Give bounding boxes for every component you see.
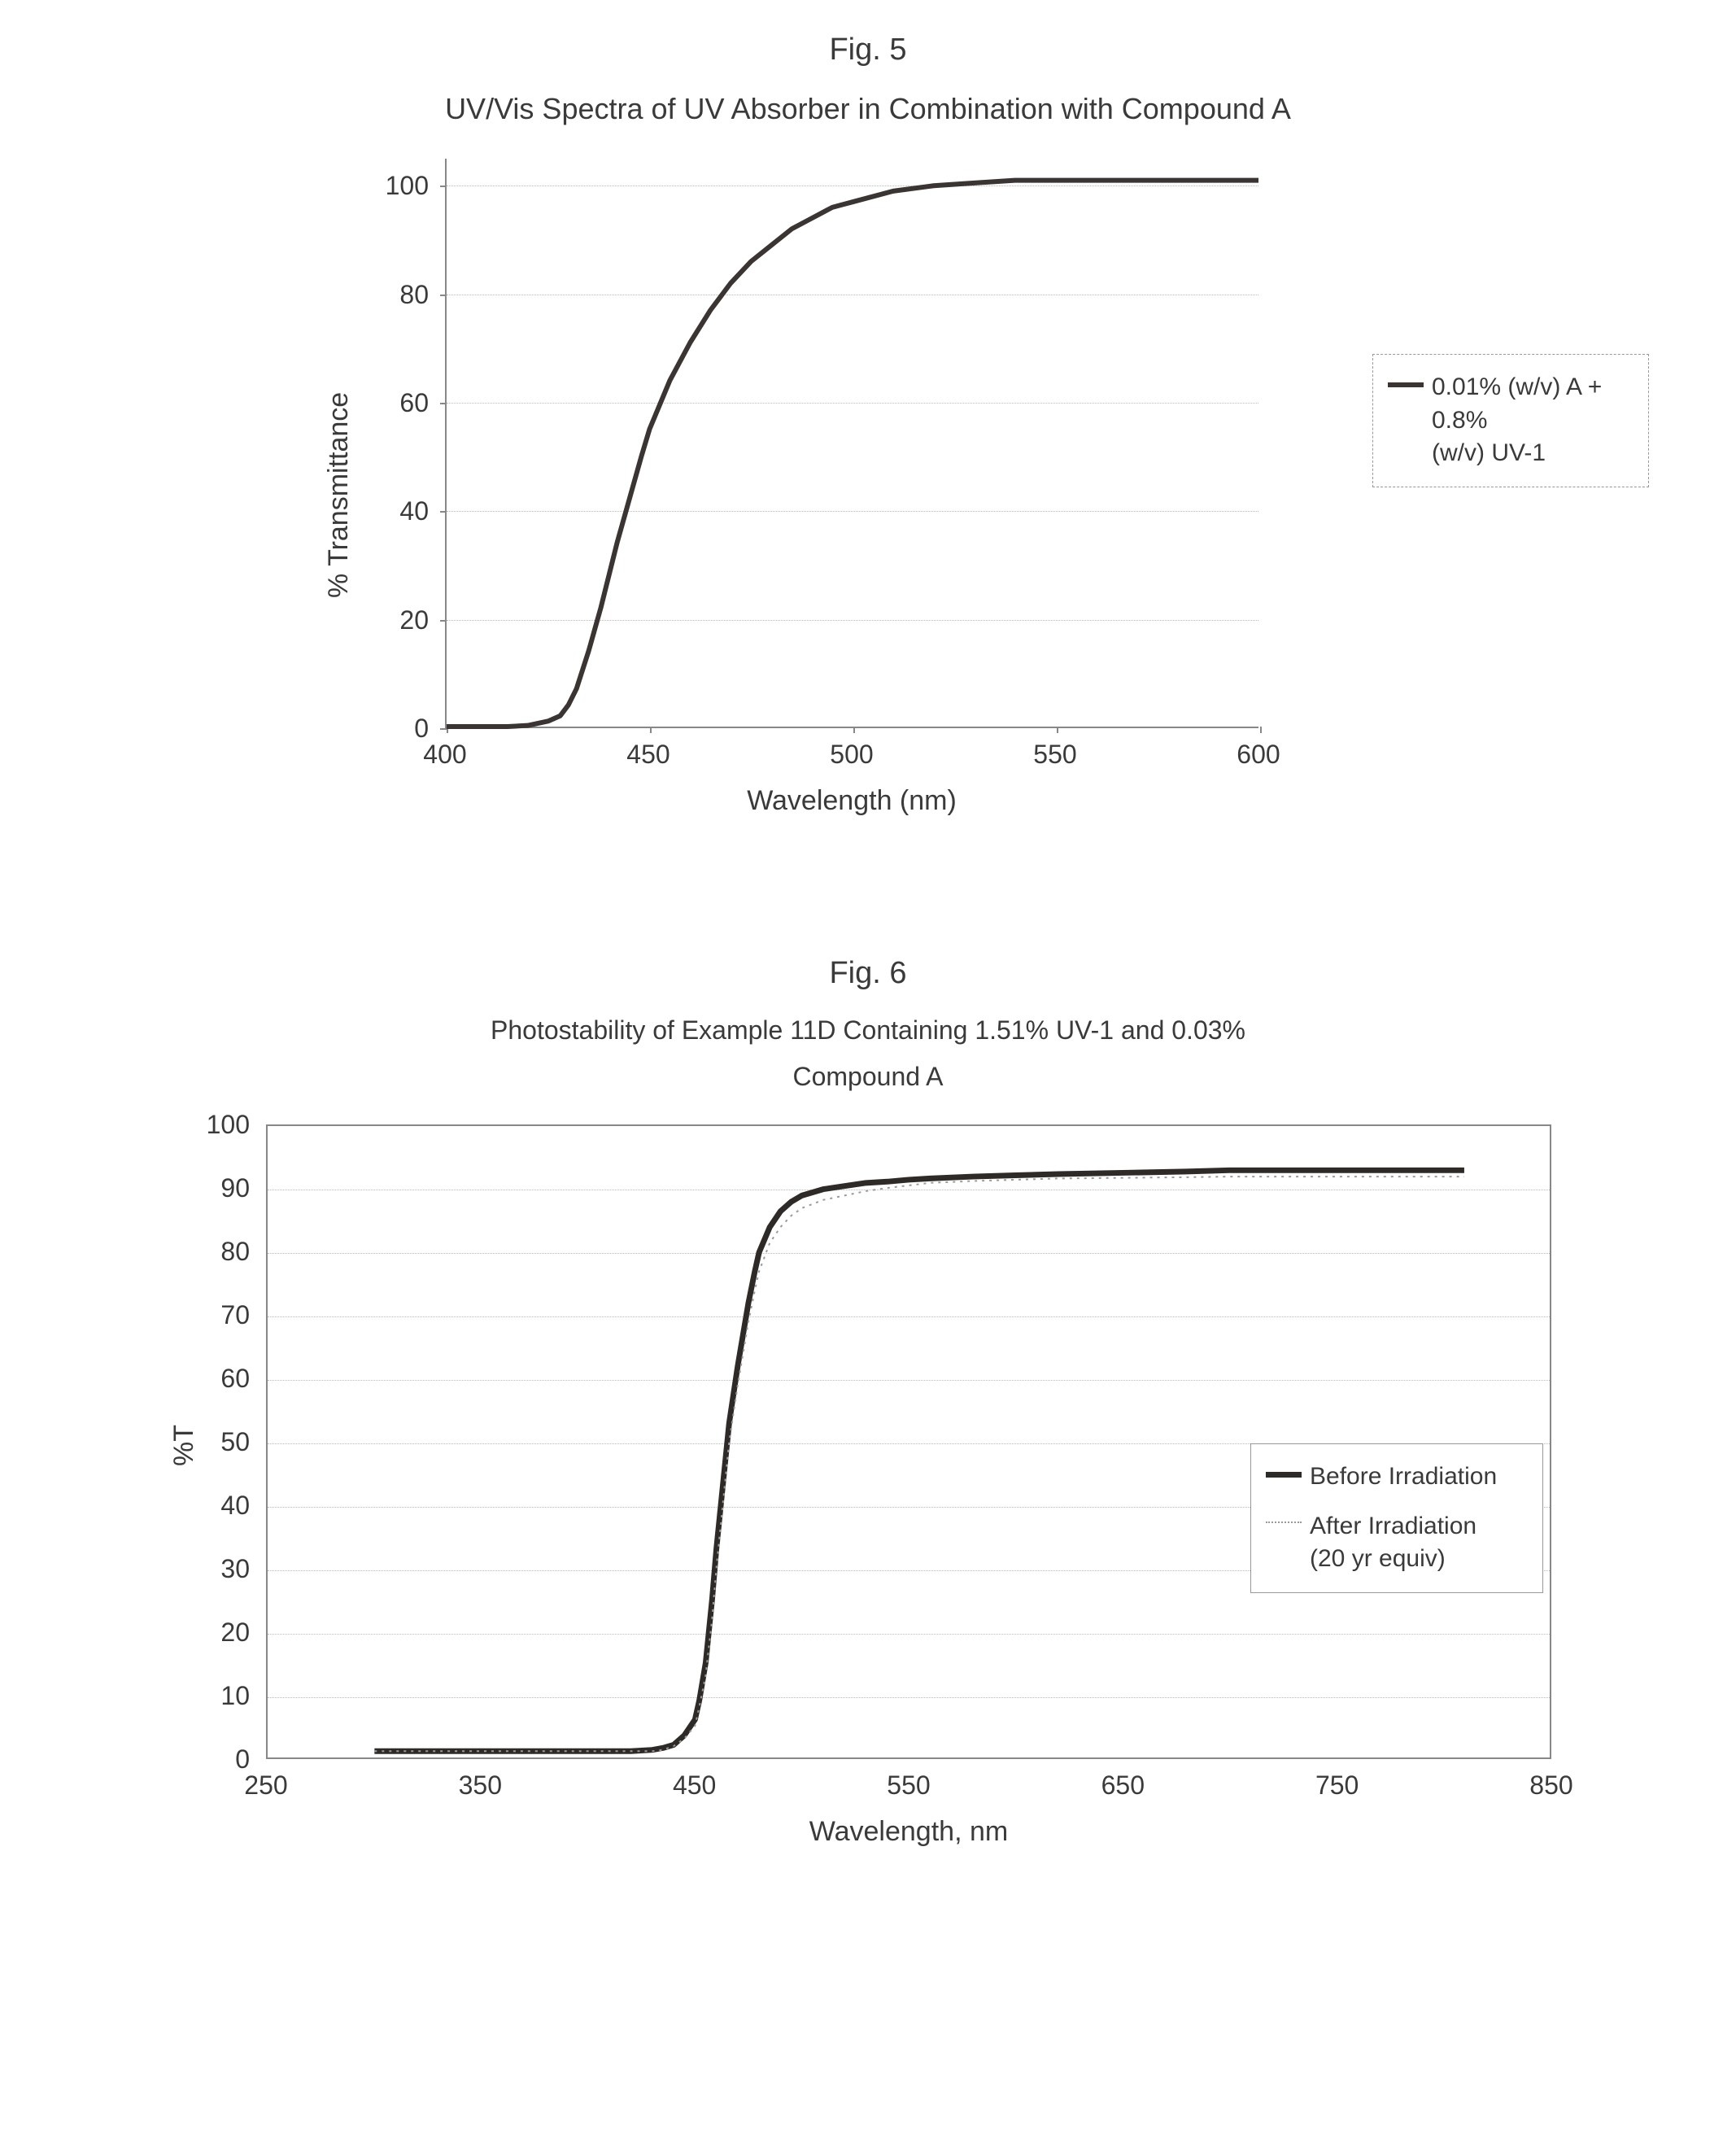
chart-6-ylabel: %T <box>168 1425 200 1466</box>
xtick-label: 750 <box>1305 1770 1370 1801</box>
legend-swatch <box>1266 1472 1302 1478</box>
ytick-label: 60 <box>372 388 429 418</box>
xtick-label: 400 <box>412 740 478 770</box>
chart-5-ylabel: % Transmittance <box>323 392 355 598</box>
legend-label: After Irradiation (20 yr equiv) <box>1310 1510 1476 1576</box>
legend-swatch <box>1266 1522 1302 1523</box>
xtick-label: 450 <box>616 740 681 770</box>
ytick-label: 70 <box>201 1300 250 1330</box>
figure-5-label: Fig. 5 <box>24 33 1712 68</box>
legend-item-before: Before Irradiation <box>1266 1460 1528 1494</box>
chart-6-legend: Before Irradiation After Irradiation (20… <box>1250 1443 1543 1593</box>
figure-5: Fig. 5 UV/Vis Spectra of UV Absorber in … <box>24 33 1712 858</box>
ytick-label: 30 <box>201 1554 250 1584</box>
chart-6-plot-area: Before Irradiation After Irradiation (20… <box>266 1124 1551 1759</box>
ytick-label: 100 <box>201 1110 250 1140</box>
legend-swatch <box>1388 382 1424 387</box>
ytick-label: 10 <box>201 1681 250 1711</box>
chart-5-curves <box>447 159 1258 727</box>
xtick-label: 600 <box>1226 740 1291 770</box>
series-curve <box>447 181 1258 727</box>
chart-5-plot-area <box>445 159 1258 728</box>
ytick-label: 40 <box>372 496 429 526</box>
legend-label: Before Irradiation <box>1310 1460 1497 1494</box>
figure-6-label: Fig. 6 <box>24 956 1712 991</box>
ytick-label: 20 <box>201 1618 250 1648</box>
ytick-label: 40 <box>201 1491 250 1521</box>
ytick-label: 90 <box>201 1173 250 1203</box>
figure-6-title-line-1: Photostability of Example 11D Containing… <box>24 1015 1712 1046</box>
xtick-label: 500 <box>819 740 884 770</box>
figure-5-title: UV/Vis Spectra of UV Absorber in Combina… <box>24 92 1712 126</box>
chart-5: % Transmittance Wavelength (nm) 02040608… <box>217 142 1519 858</box>
xtick-label: 850 <box>1519 1770 1584 1801</box>
legend-label: 0.01% (w/v) A + 0.8% (w/v) UV-1 <box>1432 371 1633 470</box>
chart-6: %T Wavelength, nm Before Irradiation Aft… <box>95 1108 1641 1906</box>
legend-item-after: After Irradiation (20 yr equiv) <box>1266 1510 1528 1576</box>
xtick-label: 650 <box>1090 1770 1155 1801</box>
chart-6-curves <box>268 1126 1550 1757</box>
chart-5-legend: 0.01% (w/v) A + 0.8% (w/v) UV-1 <box>1372 354 1649 487</box>
ytick-label: 100 <box>372 171 429 201</box>
xtick-label: 450 <box>662 1770 727 1801</box>
ytick-label: 80 <box>201 1237 250 1267</box>
chart-5-xlabel: Wavelength (nm) <box>445 785 1258 817</box>
ytick-label: 60 <box>201 1364 250 1394</box>
figure-6-title-line-2: Compound A <box>24 1062 1712 1092</box>
xtick-label: 250 <box>233 1770 299 1801</box>
ytick-label: 50 <box>201 1427 250 1457</box>
figure-6: Fig. 6 Photostability of Example 11D Con… <box>24 956 1712 1906</box>
xtick-label: 550 <box>876 1770 941 1801</box>
xtick-label: 550 <box>1023 740 1088 770</box>
ytick-label: 20 <box>372 605 429 635</box>
legend-item: 0.01% (w/v) A + 0.8% (w/v) UV-1 <box>1388 371 1633 470</box>
ytick-label: 80 <box>372 280 429 310</box>
xtick-label: 350 <box>447 1770 513 1801</box>
chart-6-xlabel: Wavelength, nm <box>266 1816 1551 1848</box>
